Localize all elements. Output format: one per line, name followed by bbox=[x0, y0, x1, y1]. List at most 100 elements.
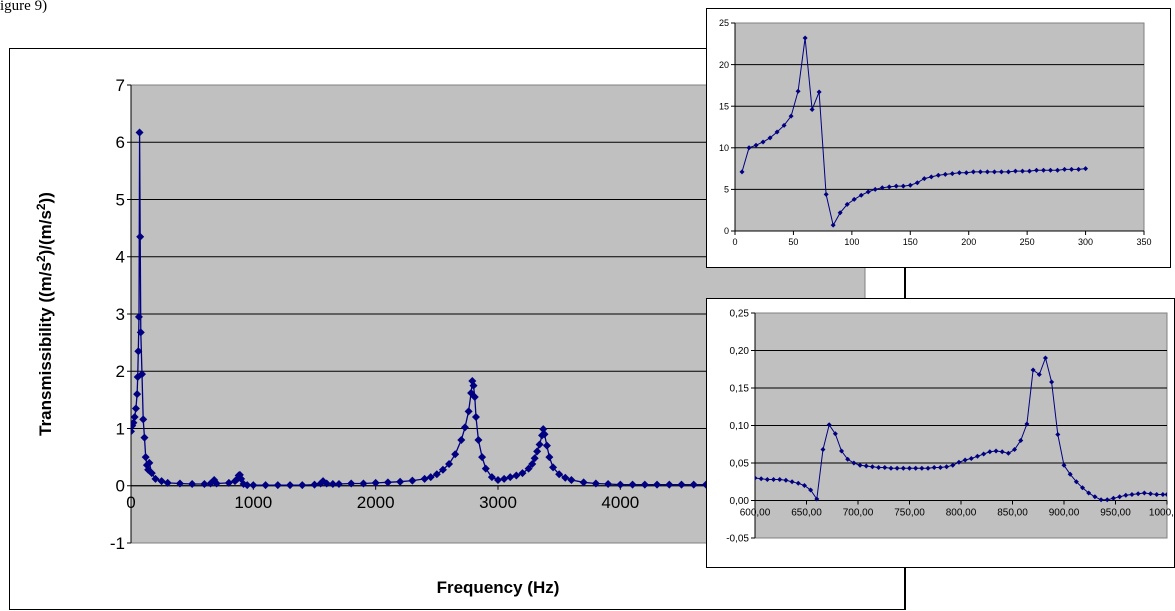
data-point bbox=[438, 465, 447, 474]
x-tick-label: 200 bbox=[961, 237, 976, 247]
connector-line bbox=[904, 567, 905, 610]
data-point bbox=[808, 487, 814, 493]
data-point bbox=[795, 88, 801, 94]
data-point bbox=[147, 469, 156, 478]
data-point bbox=[136, 328, 145, 337]
data-point bbox=[445, 459, 454, 468]
data-point bbox=[937, 465, 943, 470]
x-tick-label: 150 bbox=[903, 237, 918, 247]
data-point bbox=[396, 477, 405, 486]
x-tick-label: 300 bbox=[1078, 237, 1093, 247]
x-tick-label: 600,00 bbox=[740, 508, 771, 519]
data-point bbox=[1083, 166, 1089, 172]
x-tick-label: 0 bbox=[732, 237, 737, 247]
data-point bbox=[567, 476, 576, 485]
data-point bbox=[837, 210, 843, 216]
data-point bbox=[888, 465, 894, 471]
data-point bbox=[962, 457, 968, 463]
data-point bbox=[481, 464, 490, 473]
y-tick-label: 0,05 bbox=[730, 459, 750, 470]
data-point bbox=[914, 180, 920, 186]
data-point bbox=[591, 479, 600, 488]
data-point bbox=[970, 169, 976, 175]
data-point bbox=[689, 480, 698, 489]
data-point bbox=[984, 169, 990, 175]
data-point bbox=[739, 169, 745, 175]
data-point bbox=[746, 145, 752, 151]
data-point bbox=[823, 191, 829, 197]
data-point bbox=[420, 474, 429, 483]
data-point bbox=[928, 174, 934, 180]
x-tick-label: 1000,00 bbox=[1149, 508, 1175, 519]
data-point bbox=[1026, 168, 1032, 174]
data-point bbox=[788, 113, 794, 119]
data-point bbox=[579, 478, 588, 487]
data-point bbox=[968, 456, 974, 461]
data-point bbox=[175, 479, 184, 488]
data-point bbox=[876, 465, 882, 470]
data-point bbox=[1154, 492, 1160, 497]
data-point bbox=[956, 459, 962, 465]
data-point bbox=[555, 470, 564, 479]
data-point bbox=[261, 481, 270, 490]
figure-caption: igure 9) bbox=[0, 0, 48, 14]
data-point bbox=[540, 430, 549, 439]
data-point bbox=[882, 465, 888, 470]
data-point bbox=[783, 477, 789, 483]
data-point bbox=[310, 480, 319, 489]
y-tick-label: 5 bbox=[116, 190, 125, 209]
data-point bbox=[545, 453, 554, 462]
x-tick-label: 4000 bbox=[601, 493, 639, 512]
data-point bbox=[1048, 167, 1054, 173]
data-point bbox=[135, 128, 144, 137]
data-point bbox=[151, 474, 160, 483]
data-point bbox=[134, 312, 143, 321]
x-tick-label: 250 bbox=[1020, 237, 1035, 247]
data-point bbox=[999, 449, 1005, 455]
data-point bbox=[470, 393, 479, 402]
data-point bbox=[1123, 492, 1129, 498]
data-point bbox=[1092, 494, 1098, 500]
data-point bbox=[830, 222, 836, 228]
data-point bbox=[900, 465, 906, 471]
data-point bbox=[1055, 432, 1061, 437]
data-point bbox=[383, 478, 392, 487]
data-point bbox=[1141, 490, 1147, 496]
data-point bbox=[944, 464, 950, 470]
data-point bbox=[1005, 450, 1011, 456]
data-point bbox=[549, 463, 558, 472]
inset-chart-high-frequency: -0,05 0,00 0,05 0,10 0,15 0,20 0,25 600,00 650,0… bbox=[706, 298, 1175, 568]
x-tick-label: 100 bbox=[844, 237, 859, 247]
data-point bbox=[942, 171, 948, 177]
data-point bbox=[963, 170, 969, 176]
data-point bbox=[298, 481, 307, 490]
data-point bbox=[677, 480, 686, 489]
data-point bbox=[512, 471, 521, 480]
data-point bbox=[371, 478, 380, 487]
x-tick-label: 350 bbox=[1136, 237, 1151, 247]
data-point bbox=[816, 89, 822, 95]
x-tick-label: 50 bbox=[788, 237, 798, 247]
data-point bbox=[1117, 494, 1123, 500]
y-tick-label: -0,05 bbox=[726, 534, 749, 545]
data-point bbox=[464, 407, 473, 416]
data-point bbox=[1024, 421, 1030, 427]
data-point bbox=[249, 481, 258, 490]
data-point bbox=[814, 496, 820, 502]
x-tick-label: 950,00 bbox=[1100, 508, 1131, 519]
x-tick-label: 900,00 bbox=[1049, 508, 1080, 519]
data-point bbox=[524, 464, 533, 473]
data-point bbox=[981, 451, 987, 457]
data-point bbox=[845, 456, 851, 462]
data-point bbox=[604, 480, 613, 489]
data-point bbox=[1086, 490, 1092, 496]
y-tick-label: 6 bbox=[116, 133, 125, 152]
data-point bbox=[1160, 492, 1166, 497]
data-point bbox=[774, 129, 780, 135]
data-point bbox=[1110, 495, 1116, 501]
data-point bbox=[1062, 166, 1068, 172]
data-point bbox=[974, 453, 980, 459]
data-point bbox=[145, 458, 154, 467]
y-tick-label: 0 bbox=[724, 226, 729, 236]
data-point bbox=[347, 479, 356, 488]
